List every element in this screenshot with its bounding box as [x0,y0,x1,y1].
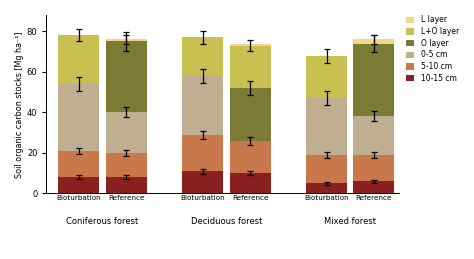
Bar [306,155,347,183]
Bar [182,76,223,135]
Bar [229,44,271,46]
Bar [106,153,146,177]
Text: Coniferous forest: Coniferous forest [66,217,138,226]
Bar [106,41,146,112]
Bar [106,177,146,193]
Bar [106,39,146,41]
Bar [182,171,223,193]
Text: Mixed forest: Mixed forest [324,217,376,226]
Bar [106,112,146,153]
Bar [306,183,347,193]
Legend: L layer, L+O layer, O layer, 0-5 cm, 5-10 cm, 10-15 cm: L layer, L+O layer, O layer, 0-5 cm, 5-1… [406,16,459,83]
Bar [58,35,99,84]
Bar [354,39,394,44]
Bar [354,117,394,155]
Text: Deciduous forest: Deciduous forest [191,217,262,226]
Bar [354,155,394,181]
Bar [58,177,99,193]
Bar [354,44,394,117]
Bar [58,151,99,177]
Bar [229,173,271,193]
Y-axis label: Soil organic carbon stocks [Mg ha⁻¹]: Soil organic carbon stocks [Mg ha⁻¹] [15,31,24,178]
Bar [354,181,394,193]
Bar [182,135,223,171]
Bar [182,38,223,76]
Bar [58,84,99,151]
Bar [229,46,271,88]
Bar [229,88,271,141]
Bar [306,98,347,155]
Bar [229,141,271,173]
Bar [306,56,347,98]
